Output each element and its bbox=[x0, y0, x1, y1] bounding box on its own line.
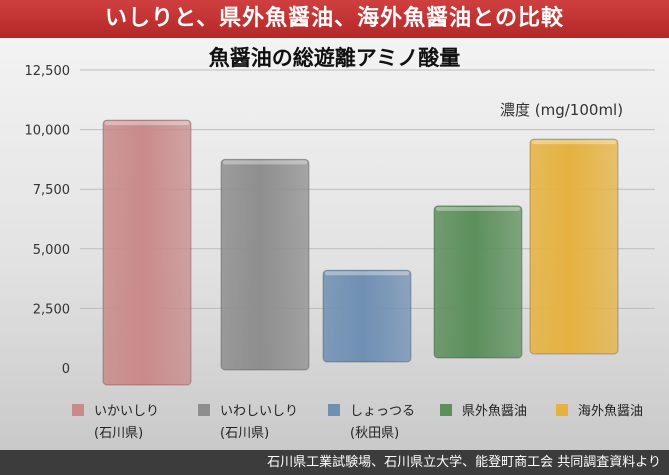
source-note: 石川県工業試験場、石川県立大学、能登町商工会 共同調査資料より bbox=[267, 455, 661, 470]
y-tick-label-5: 12,500 bbox=[25, 64, 71, 79]
legend: いかいしり (石川県) いわしいしり (石川県) しょっつる (秋田県) 県外魚… bbox=[0, 398, 669, 444]
bar-highlight-4 bbox=[532, 140, 616, 145]
legend-note-2: (秋田県) bbox=[350, 426, 400, 441]
legend-swatch-1 bbox=[198, 404, 210, 416]
bar-highlight-3 bbox=[436, 206, 520, 211]
bar-0 bbox=[102, 119, 192, 386]
page-title: いしりと、県外魚醤油、海外魚醤油との比較 bbox=[105, 6, 564, 31]
header-banner: いしりと、県外魚醤油、海外魚醤油との比較 bbox=[0, 0, 669, 38]
bar-2 bbox=[322, 269, 412, 363]
legend-label-1: いわしいしり bbox=[220, 404, 299, 419]
bar-highlight-1 bbox=[223, 160, 307, 165]
y-tick-label-2: 5,000 bbox=[33, 243, 70, 258]
y-tick-label-0: 0 bbox=[62, 362, 70, 377]
bar-highlight-2 bbox=[325, 271, 409, 276]
y-tick-label-1: 2,500 bbox=[33, 302, 70, 317]
y-tick-label-4: 10,000 bbox=[25, 124, 71, 139]
footer-bar: 石川県工業試験場、石川県立大学、能登町商工会 共同調査資料より bbox=[0, 450, 669, 475]
bar-layer bbox=[102, 119, 619, 386]
bar-highlight-0 bbox=[105, 121, 189, 126]
y-axis-label: 濃度 (mg/100ml) bbox=[500, 101, 624, 119]
bar-3 bbox=[433, 205, 523, 359]
legend-swatch-0 bbox=[72, 404, 84, 416]
y-tick-label-3: 7,500 bbox=[33, 183, 70, 198]
legend-swatch-2 bbox=[328, 404, 340, 416]
legend-label-3: 県外魚醤油 bbox=[462, 404, 528, 419]
chart-title: 魚醤油の総遊離アミノ酸量 bbox=[208, 46, 461, 70]
legend-label-4: 海外魚醤油 bbox=[578, 404, 644, 419]
bar-4 bbox=[529, 138, 619, 355]
y-tick-layer: 0 2,500 5,000 7,500 10,000 12,500 bbox=[25, 64, 71, 377]
legend-note-0: (石川県) bbox=[94, 426, 144, 441]
legend-label-0: いかいしり bbox=[94, 404, 160, 419]
legend-label-2: しょっつる bbox=[350, 404, 416, 419]
legend-note-1: (石川県) bbox=[220, 426, 270, 441]
bar-1 bbox=[220, 158, 310, 371]
legend-swatch-4 bbox=[556, 404, 568, 416]
legend-swatch-3 bbox=[440, 404, 452, 416]
